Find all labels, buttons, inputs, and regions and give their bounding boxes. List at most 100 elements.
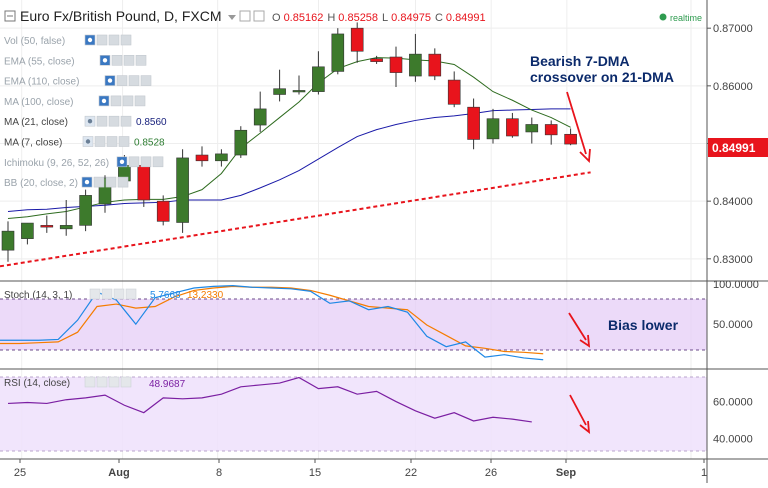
candle <box>389 46 403 87</box>
visibility-dot <box>101 98 107 104</box>
format-icon[interactable] <box>108 115 120 127</box>
indicator-label: MA (7, close) <box>4 138 62 149</box>
stoch-axis: 100.0000 50.0000 <box>713 279 759 331</box>
candle-body-down <box>447 79 461 105</box>
format-icon[interactable] <box>108 34 120 46</box>
settings-icon[interactable] <box>111 54 123 66</box>
close-icon[interactable] <box>120 376 132 388</box>
format-icon[interactable] <box>106 136 118 147</box>
indicator-row[interactable]: MA (21, close) 0.8560 <box>4 115 167 128</box>
stoch-legend-buttons <box>89 288 137 300</box>
format-icon[interactable] <box>113 288 125 300</box>
time-tick-label: 25 <box>14 467 26 479</box>
settings-icon[interactable] <box>94 136 106 147</box>
time-tick-label: Aug <box>108 467 129 479</box>
candle-body-down <box>428 53 442 77</box>
close-icon[interactable] <box>117 176 129 188</box>
ohlc-value: 0.85258 <box>338 12 378 24</box>
indicator-row[interactable]: EMA (110, close) <box>4 75 152 88</box>
indicator-label: MA (100, close) <box>4 97 73 108</box>
visibility-dot <box>107 78 113 83</box>
close-icon[interactable] <box>140 75 152 86</box>
indicator-row[interactable]: MA (100, close) <box>4 95 146 108</box>
format-icon[interactable] <box>140 156 152 168</box>
candle <box>544 120 558 145</box>
realtime-label: realtime <box>670 13 702 23</box>
candle-body-up <box>292 90 306 93</box>
symbol-title[interactable]: Euro Fx/British Pound, D, FXCM <box>20 8 222 24</box>
indicator-label: MA (21, close) <box>4 117 68 128</box>
crossover-text-2: crossover on 21-DMA <box>530 69 674 85</box>
symbol-dropdown-icon[interactable] <box>228 15 236 20</box>
close-icon[interactable] <box>152 156 164 168</box>
time-axis: 25 Aug 8 15 22 26 Sep 1 <box>14 459 707 479</box>
close-icon[interactable] <box>135 54 147 66</box>
format-icon[interactable] <box>123 54 135 66</box>
candle <box>312 51 325 95</box>
settings-icon[interactable] <box>96 376 108 388</box>
settings-icon[interactable] <box>110 95 122 107</box>
crossover-arrow-icon <box>566 91 591 164</box>
time-tick-label: 15 <box>309 467 321 479</box>
visibility-dot <box>102 58 108 63</box>
candle-body-down <box>467 106 480 140</box>
candle-body-down <box>137 165 151 201</box>
crossover-text-1: Bearish 7-DMA <box>530 53 630 69</box>
settings-icon[interactable] <box>93 176 105 188</box>
settings-icon[interactable] <box>101 288 113 300</box>
bias-text: Bias lower <box>608 317 679 333</box>
rsi-tick-label: 60.0000 <box>713 397 753 409</box>
settings-icon[interactable] <box>96 115 108 127</box>
indicator-row[interactable]: EMA (55, close) <box>4 54 147 67</box>
indicator-row[interactable]: MA (7, close) 0.8528 <box>4 136 165 149</box>
indicator-row[interactable]: Ichimoku (9, 26, 52, 26) <box>4 156 164 169</box>
candle-body-up <box>21 222 34 239</box>
stoch-legend: Stoch (14, 3, 1) 5.7668 13.2330 <box>4 288 224 301</box>
ohlc-key: L <box>382 12 388 24</box>
stoch-d-value: 13.2330 <box>187 290 224 301</box>
close-icon[interactable] <box>120 115 132 127</box>
candle-body-up <box>273 88 286 95</box>
settings-icon[interactable] <box>128 156 140 168</box>
format-icon[interactable] <box>253 10 265 22</box>
indicator-row[interactable]: Vol (50, false) <box>4 34 132 47</box>
realtime-dot-icon <box>659 13 667 21</box>
close-icon[interactable] <box>120 34 132 46</box>
candle-body-up <box>331 33 345 72</box>
candle-body-down <box>350 27 364 52</box>
close-icon[interactable] <box>125 288 137 300</box>
stoch-label: Stoch (14, 3, 1) <box>4 290 72 301</box>
visibility-icon[interactable] <box>84 376 96 388</box>
candle-body-down <box>370 58 383 62</box>
candle-body-up <box>486 118 500 140</box>
ohlc-key: H <box>327 12 335 24</box>
rsi-band <box>0 377 707 451</box>
price-tick-label: 0.86000 <box>713 81 753 93</box>
ohlc-value: 0.85162 <box>284 12 324 24</box>
stoch-k-line <box>0 285 544 361</box>
rsi-axis: 60.0000 40.0000 <box>713 397 753 446</box>
candle-body-down <box>544 124 558 136</box>
format-icon[interactable] <box>108 376 120 388</box>
stoch-k-value: 5.7668 <box>150 290 181 301</box>
collapse-toggle-icon[interactable] <box>4 10 16 22</box>
indicator-row[interactable]: BB (20, close, 2) <box>4 176 129 189</box>
bias-arrow-icon <box>568 312 591 348</box>
candle <box>525 117 539 144</box>
settings-icon[interactable] <box>239 10 251 22</box>
visibility-icon[interactable] <box>89 288 101 300</box>
format-icon[interactable] <box>128 75 140 86</box>
candle <box>428 48 442 81</box>
close-icon[interactable] <box>134 95 146 107</box>
trendline-layer <box>0 171 591 268</box>
indicator-label: BB (20, close, 2) <box>4 178 78 189</box>
close-icon[interactable] <box>118 136 130 147</box>
settings-icon[interactable] <box>116 75 128 86</box>
format-icon[interactable] <box>105 176 117 188</box>
settings-icon[interactable] <box>96 34 108 46</box>
candle <box>1 221 15 262</box>
candle-body-down <box>195 154 209 162</box>
candle-body-up <box>409 53 422 77</box>
format-icon[interactable] <box>122 95 134 107</box>
